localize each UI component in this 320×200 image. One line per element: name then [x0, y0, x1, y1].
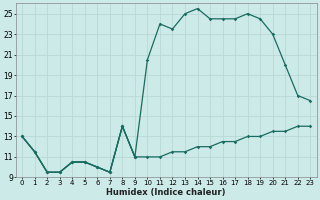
X-axis label: Humidex (Indice chaleur): Humidex (Indice chaleur): [107, 188, 226, 197]
